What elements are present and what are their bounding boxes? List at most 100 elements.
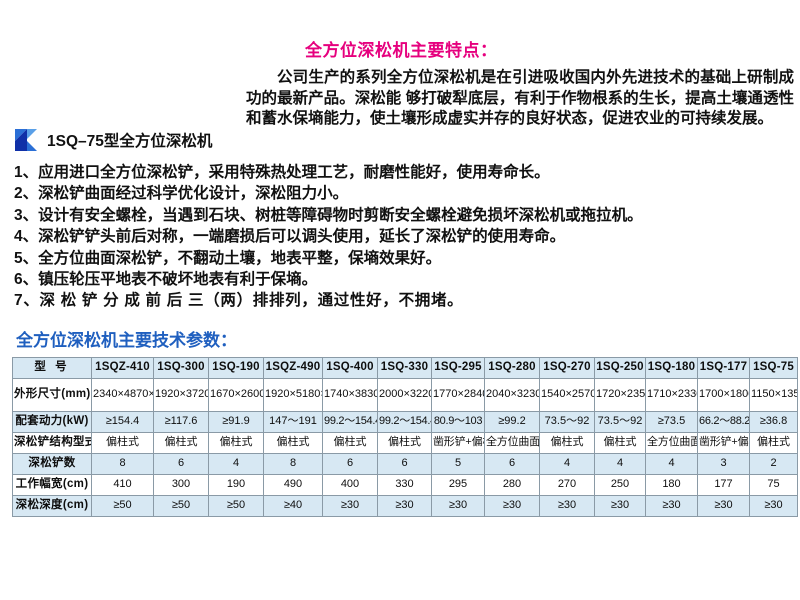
row-label-shovel-count: 深松铲数 (12, 453, 92, 475)
cell-dimensions-4: 1920×5180×1600 (263, 378, 323, 412)
cell-structure-10: 偏柱式 (594, 432, 646, 454)
cell-structure-9: 偏柱式 (539, 432, 595, 454)
cell-depth-11: ≥30 (645, 495, 698, 517)
cell-working-width-4: 490 (263, 474, 323, 496)
cell-dimensions-5: 1740×3830×1430 (322, 378, 378, 412)
feature-list-item-1: 1、应用进口全方位深松铲，采用特殊热处理工艺，耐磨性能好，使用寿命长。 (14, 164, 550, 181)
cell-dimensions-10: 1720×2350×1360 (594, 378, 646, 412)
cell-dimensions-7: 1770×2840×1360 (431, 378, 485, 412)
cell-model-10: 1SQ-250 (594, 357, 646, 379)
table-row-depth: 深松深度(cm) ≥50 ≥50 ≥50 ≥40 ≥30 ≥30 ≥30 ≥30… (12, 495, 798, 517)
cell-working-width-6: 330 (377, 474, 432, 496)
cell-depth-13: ≥30 (749, 495, 798, 517)
cell-model-5: 1SQ-400 (322, 357, 378, 379)
cell-shovel-count-6: 6 (377, 453, 432, 475)
cell-shovel-count-12: 3 (697, 453, 750, 475)
cell-model-9: 1SQ-270 (539, 357, 595, 379)
table-row-power: 配套动力(kW) ≥154.4 ≥117.6 ≥91.9 147～191 99.… (12, 411, 798, 433)
cell-power-12: 66.2～88.2 (697, 411, 750, 433)
spec-section-title: 全方位深松机主要技术参数： (16, 331, 237, 350)
cell-dimensions-6: 2000×3220×1360 (377, 378, 432, 412)
feature-list-item-7: 7、深 松 铲 分 成 前 后 三（两）排排列，通过性好，不拥堵。 (14, 292, 464, 310)
cell-structure-6: 偏柱式 (377, 432, 432, 454)
cell-dimensions-3: 1670×2600×1670 (208, 378, 264, 412)
cell-power-11: ≥73.5 (645, 411, 698, 433)
cell-depth-2: ≥50 (153, 495, 209, 517)
cell-depth-5: ≥30 (322, 495, 378, 517)
cell-power-2: ≥117.6 (153, 411, 209, 433)
cell-working-width-9: 270 (539, 474, 595, 496)
table-row-structure: 深松铲结构型式 偏柱式 偏柱式 偏柱式 偏柱式 偏柱式 偏柱式 凿形铲+偏柱式 … (12, 432, 798, 454)
cell-structure-2: 偏柱式 (153, 432, 209, 454)
cell-dimensions-1: 2340×4870×1720 (91, 378, 154, 412)
cell-model-12: 1SQ-177 (697, 357, 750, 379)
feature-list-item-5: 5、全方位曲面深松铲，不翻动土壤，地表平整，保墒效果好。 (14, 249, 442, 267)
cell-shovel-count-1: 8 (91, 453, 154, 475)
cell-power-13: ≥36.8 (749, 411, 798, 433)
row-label-working-width: 工作幅宽(cm) (12, 474, 92, 496)
cell-model-4: 1SQZ-490 (263, 357, 323, 379)
cell-shovel-count-3: 4 (208, 453, 264, 475)
cell-shovel-count-11: 4 (645, 453, 698, 475)
cell-shovel-count-10: 4 (594, 453, 646, 475)
cell-power-1: ≥154.4 (91, 411, 154, 433)
blue-triangle-logo-icon (14, 128, 38, 152)
cell-shovel-count-7: 5 (431, 453, 485, 475)
cell-depth-6: ≥30 (377, 495, 432, 517)
cell-dimensions-2: 1920×3720×1670 (153, 378, 209, 412)
cell-working-width-3: 190 (208, 474, 264, 496)
row-label-power: 配套动力(kW) (12, 411, 92, 433)
cell-structure-3: 偏柱式 (208, 432, 264, 454)
cell-structure-12: 凿形铲+偏柱式 (697, 432, 750, 454)
table-row-shovel-count: 深松铲数 8 6 4 8 6 6 5 6 4 4 4 3 2 (12, 453, 798, 475)
cell-dimensions-8: 2040×3230×1430 (484, 378, 540, 412)
cell-model-7: 1SQ-295 (431, 357, 485, 379)
cell-dimensions-12: 1700×1800×1350 (697, 378, 750, 412)
feature-list: 1、应用进口全方位深松铲，采用特殊热处理工艺，耐磨性能好，使用寿命长。 2、深松… (14, 162, 794, 312)
cell-model-11: 1SQ-180 (645, 357, 698, 379)
cell-structure-4: 偏柱式 (263, 432, 323, 454)
cell-dimensions-13: 1150×1350×1340 (749, 378, 798, 412)
cell-model-6: 1SQ-330 (377, 357, 432, 379)
cell-power-3: ≥91.9 (208, 411, 264, 433)
feature-section-title: 全方位深松机主要特点： (305, 41, 498, 60)
cell-shovel-count-8: 6 (484, 453, 540, 475)
row-label-depth: 深松深度(cm) (12, 495, 92, 517)
cell-working-width-8: 280 (484, 474, 540, 496)
row-label-dimensions: 外形尺寸(mm) (12, 378, 92, 412)
table-row-dimensions: 外形尺寸(mm) 2340×4870×1720 1920×3720×1670 1… (12, 378, 798, 412)
cell-power-4: 147～191 (263, 411, 323, 433)
cell-model-13: 1SQ-75 (749, 357, 798, 379)
cell-working-width-7: 295 (431, 474, 485, 496)
feature-list-item-2: 2、深松铲曲面经过科学优化设计，深松阻力小。 (14, 185, 349, 203)
cell-depth-10: ≥30 (594, 495, 646, 517)
cell-power-6: 99.2～154.4 (377, 411, 432, 433)
cell-dimensions-11: 1710×2330×1340 (645, 378, 698, 412)
cell-shovel-count-2: 6 (153, 453, 209, 475)
table-row-working-width: 工作幅宽(cm) 410 300 190 490 400 330 295 280… (12, 474, 798, 496)
cell-depth-9: ≥30 (539, 495, 595, 517)
cell-power-9: 73.5～92 (539, 411, 595, 433)
cell-shovel-count-13: 2 (749, 453, 798, 475)
cell-working-width-13: 75 (749, 474, 798, 496)
cell-working-width-12: 177 (697, 474, 750, 496)
cell-shovel-count-9: 4 (539, 453, 595, 475)
product-model-name: 1SQ–75型全方位深松机 (47, 133, 213, 150)
cell-working-width-2: 300 (153, 474, 209, 496)
feature-list-item-4: 4、深松铲铲头前后对称，一端磨损后可以调头使用，延长了深松铲的使用寿命。 (14, 228, 566, 246)
feature-list-item-3: 3、设计有安全螺栓，当遇到石块、树桩等障碍物时剪断安全螺栓避免损坏深松机或拖拉机… (14, 206, 643, 224)
spec-table-container: 型 号 1SQZ-410 1SQ-300 1SQ-190 1SQZ-490 1S… (12, 357, 798, 517)
row-label-model: 型 号 (12, 357, 92, 379)
row-label-structure: 深松铲结构型式 (12, 432, 92, 454)
cell-depth-3: ≥50 (208, 495, 264, 517)
cell-depth-4: ≥40 (263, 495, 323, 517)
cell-structure-11: 全方位曲面铲 (645, 432, 698, 454)
cell-depth-7: ≥30 (431, 495, 485, 517)
cell-power-8: ≥99.2 (484, 411, 540, 433)
cell-structure-7: 凿形铲+偏柱式 (431, 432, 485, 454)
spec-table: 型 号 1SQZ-410 1SQ-300 1SQ-190 1SQZ-490 1S… (12, 357, 798, 517)
cell-model-3: 1SQ-190 (208, 357, 264, 379)
cell-working-width-10: 250 (594, 474, 646, 496)
cell-depth-1: ≥50 (91, 495, 154, 517)
